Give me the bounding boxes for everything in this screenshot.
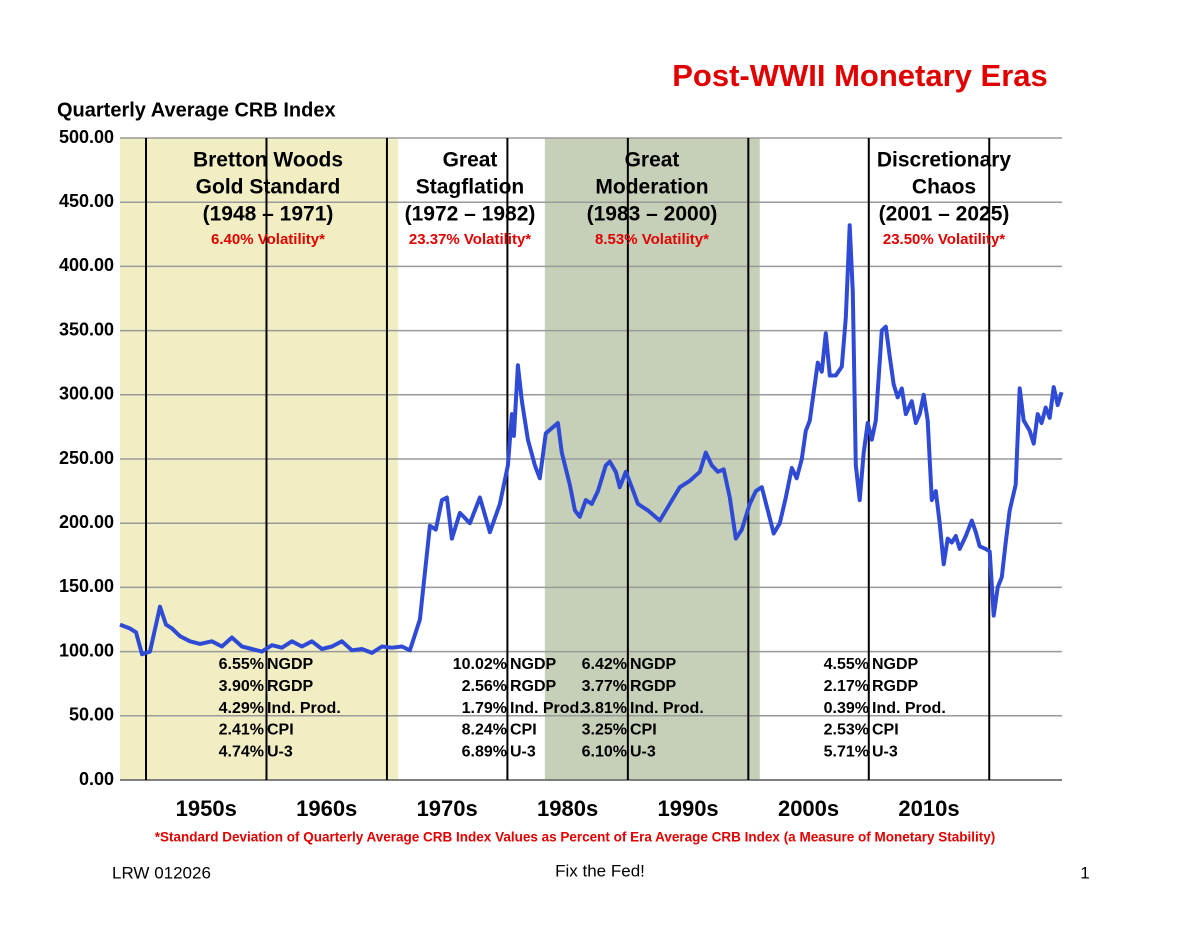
stat-label: NGDP bbox=[510, 656, 557, 673]
stat-value: 3.81% bbox=[582, 700, 627, 717]
y-tick-label: 150.00 bbox=[59, 576, 114, 596]
stat-value: 2.53% bbox=[824, 722, 869, 739]
stat-value: 6.89% bbox=[462, 743, 507, 760]
x-tick-label: 1970s bbox=[417, 796, 478, 821]
stat-value: 4.29% bbox=[219, 700, 264, 717]
stat-label: RGDP bbox=[630, 678, 677, 695]
era-heading: Great bbox=[625, 149, 680, 172]
stat-label: U-3 bbox=[510, 743, 536, 760]
stat-value: 4.55% bbox=[824, 656, 869, 673]
y-tick-label: 300.00 bbox=[59, 384, 114, 404]
stat-label: U-3 bbox=[872, 743, 898, 760]
y-tick-label: 0.00 bbox=[79, 769, 114, 789]
footnote: *Standard Deviation of Quarterly Average… bbox=[155, 830, 996, 845]
era-period: (1948 – 1971) bbox=[203, 203, 334, 226]
era-heading: Great bbox=[443, 149, 498, 172]
stat-label: CPI bbox=[872, 722, 899, 739]
stat-label: U-3 bbox=[267, 743, 293, 760]
era-volatility: 23.37% Volatility* bbox=[409, 231, 531, 248]
stat-label: Ind. Prod. bbox=[872, 700, 946, 717]
stat-label: Ind. Prod. bbox=[630, 700, 704, 717]
era-heading: Discretionary bbox=[877, 149, 1012, 172]
era-period: (2001 – 2025) bbox=[879, 203, 1010, 226]
y-tick-label: 250.00 bbox=[59, 448, 114, 468]
y-tick-label: 100.00 bbox=[59, 640, 114, 660]
stat-value: 6.10% bbox=[582, 743, 627, 760]
stat-label: NGDP bbox=[872, 656, 919, 673]
stat-value: 1.79% bbox=[462, 700, 507, 717]
x-tick-label: 1990s bbox=[657, 796, 718, 821]
y-axis-title: Quarterly Average CRB Index bbox=[57, 99, 336, 121]
x-tick-label: 1960s bbox=[296, 796, 357, 821]
stat-value: 3.90% bbox=[219, 678, 264, 695]
stat-value: 2.41% bbox=[219, 722, 264, 739]
stat-label: NGDP bbox=[630, 656, 677, 673]
stat-label: RGDP bbox=[510, 678, 557, 695]
era-period: (1983 – 2000) bbox=[587, 203, 718, 226]
stat-label: NGDP bbox=[267, 656, 314, 673]
y-tick-label: 350.00 bbox=[59, 319, 114, 339]
stat-value: 2.17% bbox=[824, 678, 869, 695]
stat-value: 4.74% bbox=[219, 743, 264, 760]
stat-value: 6.42% bbox=[582, 656, 627, 673]
y-tick-label: 500.00 bbox=[59, 127, 114, 147]
crb-line bbox=[119, 223, 1064, 657]
page-number: 1 bbox=[1080, 863, 1089, 882]
era-heading: Gold Standard bbox=[196, 176, 341, 199]
era-heading: Moderation bbox=[595, 176, 708, 199]
era-volatility: 23.50% Volatility* bbox=[883, 231, 1005, 248]
y-tick-label: 200.00 bbox=[59, 512, 114, 532]
stat-value: 3.25% bbox=[582, 722, 627, 739]
stat-label: Ind. Prod. bbox=[267, 700, 341, 717]
y-tick-label: 450.00 bbox=[59, 191, 114, 211]
stat-value: 8.24% bbox=[462, 722, 507, 739]
era-heading: Bretton Woods bbox=[193, 149, 343, 172]
chart-title: Post-WWII Monetary Eras bbox=[672, 58, 1048, 93]
era-volatility: 8.53% Volatility* bbox=[595, 231, 709, 248]
x-tick-label: 1980s bbox=[537, 796, 598, 821]
footer-center: Fix the Fed! bbox=[555, 861, 645, 880]
footer-left: LRW 012026 bbox=[112, 863, 211, 882]
era-volatility: 6.40% Volatility* bbox=[211, 231, 325, 248]
stat-value: 10.02% bbox=[453, 656, 507, 673]
stat-label: CPI bbox=[510, 722, 537, 739]
era-period: (1972 – 1982) bbox=[405, 203, 536, 226]
stat-label: U-3 bbox=[630, 743, 656, 760]
stat-label: Ind. Prod. bbox=[510, 700, 584, 717]
x-tick-label: 1950s bbox=[176, 796, 237, 821]
x-tick-label: 2010s bbox=[898, 796, 959, 821]
stat-value: 6.55% bbox=[219, 656, 264, 673]
stat-value: 5.71% bbox=[824, 743, 869, 760]
era-heading: Stagflation bbox=[416, 176, 525, 199]
stat-label: CPI bbox=[267, 722, 294, 739]
era-heading: Chaos bbox=[912, 176, 976, 199]
y-tick-label: 50.00 bbox=[69, 705, 114, 725]
stat-value: 2.56% bbox=[462, 678, 507, 695]
stat-label: RGDP bbox=[872, 678, 919, 695]
y-tick-label: 400.00 bbox=[59, 255, 114, 275]
stat-label: CPI bbox=[630, 722, 657, 739]
stat-label: RGDP bbox=[267, 678, 314, 695]
x-tick-label: 2000s bbox=[778, 796, 839, 821]
stat-value: 0.39% bbox=[824, 700, 869, 717]
stat-value: 3.77% bbox=[582, 678, 627, 695]
